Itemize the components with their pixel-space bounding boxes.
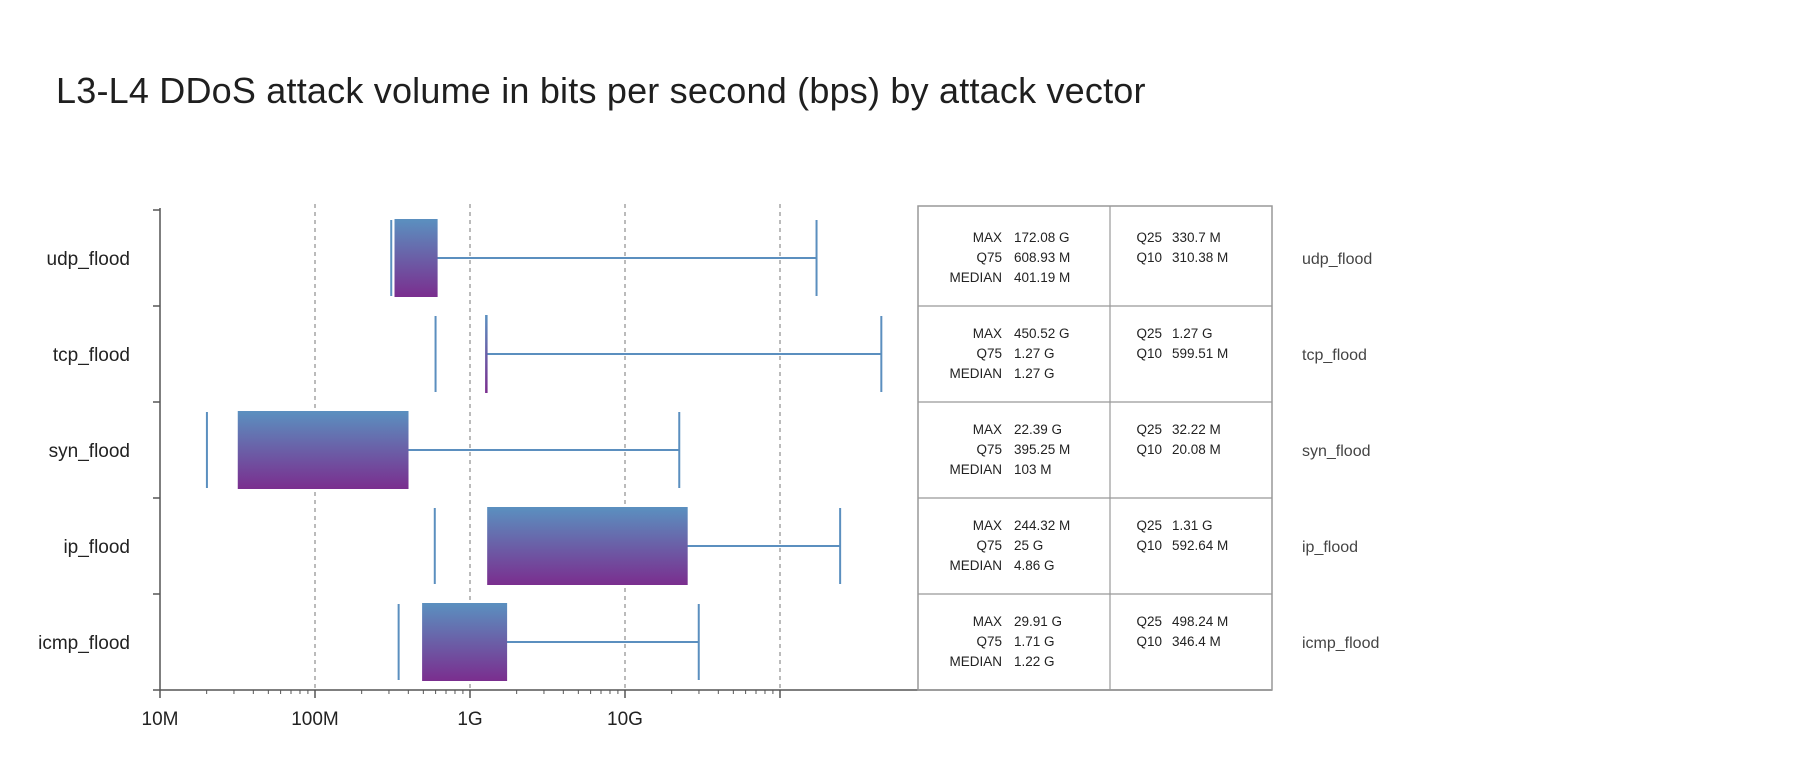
box-outline bbox=[422, 603, 508, 681]
x-tick-label: 10M bbox=[142, 709, 179, 730]
box-fill bbox=[488, 508, 687, 584]
stat-value-q10: 592.64 M bbox=[1172, 538, 1228, 553]
box-outline bbox=[394, 219, 438, 297]
stat-value-q25: 330.7 M bbox=[1172, 230, 1221, 245]
stats-table-border bbox=[917, 205, 1273, 691]
stat-value-max: 172.08 G bbox=[1014, 230, 1070, 245]
category-label-tcp-flood: tcp_flood bbox=[53, 345, 130, 366]
stat-value-q75: 395.25 M bbox=[1014, 442, 1070, 457]
box-outline bbox=[487, 507, 688, 585]
x-tick-label: 100M bbox=[291, 709, 339, 730]
stats-row-syn-flood: MAX 22.39 G Q75 395.25 M MEDIAN 103 M Q25 32.22… bbox=[949, 422, 1220, 477]
stats-row-icmp-flood: MAX 29.91 G Q75 1.71 G MEDIAN 1.22 G Q25 498.24… bbox=[949, 614, 1228, 669]
stat-key-q25: Q25 bbox=[1136, 230, 1162, 245]
stats-row-tcp-flood: MAX 450.52 G Q75 1.27 G MEDIAN 1.27 G Q25 1.27 … bbox=[949, 326, 1228, 381]
stats-table: MAX 172.08 G Q75 608.93 M MEDIAN 401.19 M Q25 3… bbox=[917, 205, 1273, 691]
stat-key-q75: Q75 bbox=[976, 634, 1002, 649]
category-label-syn-flood: syn_flood bbox=[49, 441, 130, 462]
stat-value-median: 4.86 G bbox=[1014, 558, 1055, 573]
stat-key-q10: Q10 bbox=[1136, 346, 1162, 361]
right-label-icmp-flood: icmp_flood bbox=[1302, 635, 1379, 652]
stat-value-q10: 346.4 M bbox=[1172, 634, 1221, 649]
stat-value-median: 401.19 M bbox=[1014, 270, 1070, 285]
stats-row-ip-flood: MAX 244.32 M Q75 25 G MEDIAN 4.86 G Q25 1.31 G Q… bbox=[949, 518, 1228, 573]
stat-key-max: MAX bbox=[973, 614, 1002, 629]
stat-key-median: MEDIAN bbox=[949, 270, 1002, 285]
box-ip-flood bbox=[433, 507, 842, 585]
stat-value-q75: 1.27 G bbox=[1014, 346, 1055, 361]
box-syn-flood bbox=[205, 411, 681, 489]
stat-key-q75: Q75 bbox=[976, 250, 1002, 265]
chart-title: L3-L4 DDoS attack volume in bits per sec… bbox=[56, 70, 1146, 111]
stat-key-median: MEDIAN bbox=[949, 366, 1002, 381]
stat-value-max: 22.39 G bbox=[1014, 422, 1062, 437]
box-udp-flood bbox=[390, 219, 818, 297]
stat-key-max: MAX bbox=[973, 422, 1002, 437]
box-fill bbox=[238, 412, 408, 488]
stats-row-udp-flood: MAX 172.08 G Q75 608.93 M MEDIAN 401.19 M Q25 3… bbox=[949, 230, 1228, 285]
category-label-icmp-flood: icmp_flood bbox=[38, 633, 130, 654]
stat-key-q25: Q25 bbox=[1136, 614, 1162, 629]
stat-key-q10: Q10 bbox=[1136, 250, 1162, 265]
stat-value-q10: 599.51 M bbox=[1172, 346, 1228, 361]
box-outline bbox=[237, 411, 409, 489]
stat-key-q10: Q10 bbox=[1136, 442, 1162, 457]
box-fill bbox=[395, 220, 437, 296]
stat-value-q25: 498.24 M bbox=[1172, 614, 1228, 629]
box-fill bbox=[423, 604, 507, 680]
stat-key-median: MEDIAN bbox=[949, 462, 1002, 477]
box-series bbox=[205, 219, 883, 681]
stat-key-max: MAX bbox=[973, 326, 1002, 341]
stat-value-q75: 608.93 M bbox=[1014, 250, 1070, 265]
stat-value-q25: 32.22 M bbox=[1172, 422, 1221, 437]
stat-value-q10: 20.08 M bbox=[1172, 442, 1221, 457]
stat-value-q75: 25 G bbox=[1014, 538, 1043, 553]
stat-key-q75: Q75 bbox=[976, 538, 1002, 553]
right-label-ip-flood: ip_flood bbox=[1302, 539, 1358, 556]
right-label-udp-flood: udp_flood bbox=[1302, 251, 1372, 268]
stat-key-q10: Q10 bbox=[1136, 538, 1162, 553]
stat-value-max: 29.91 G bbox=[1014, 614, 1062, 629]
category-label-udp-flood: udp_flood bbox=[47, 249, 130, 270]
box-icmp-flood bbox=[397, 603, 700, 681]
x-tick-label: 1G bbox=[457, 709, 482, 730]
stat-value-median: 103 M bbox=[1014, 462, 1052, 477]
right-labels: udp_flood tcp_flood syn_flood ip_flood icmp_… bbox=[1302, 251, 1379, 652]
stat-value-q10: 310.38 M bbox=[1172, 250, 1228, 265]
axes: 10M 100M 1G 10G udp_flood tcp_flood syn_floodi… bbox=[38, 208, 1272, 730]
stat-value-median: 1.27 G bbox=[1014, 366, 1055, 381]
stat-value-median: 1.22 G bbox=[1014, 654, 1055, 669]
stat-value-max: 244.32 M bbox=[1014, 518, 1070, 533]
right-label-tcp-flood: tcp_flood bbox=[1302, 347, 1367, 364]
stat-key-q25: Q25 bbox=[1136, 326, 1162, 341]
stat-key-median: MEDIAN bbox=[949, 654, 1002, 669]
stat-key-q25: Q25 bbox=[1136, 518, 1162, 533]
stat-value-q25: 1.31 G bbox=[1172, 518, 1213, 533]
stat-key-max: MAX bbox=[973, 518, 1002, 533]
right-label-syn-flood: syn_flood bbox=[1302, 443, 1371, 460]
stat-value-q25: 1.27 G bbox=[1172, 326, 1213, 341]
category-label-ip-flood: ip_flood bbox=[63, 537, 130, 558]
box-tcp-flood bbox=[434, 315, 883, 393]
stat-key-max: MAX bbox=[973, 230, 1002, 245]
stat-value-q75: 1.71 G bbox=[1014, 634, 1055, 649]
stat-key-q25: Q25 bbox=[1136, 422, 1162, 437]
stat-key-q75: Q75 bbox=[976, 346, 1002, 361]
x-tick-label: 10G bbox=[607, 709, 643, 730]
stat-key-q75: Q75 bbox=[976, 442, 1002, 457]
stat-key-median: MEDIAN bbox=[949, 558, 1002, 573]
stat-key-q10: Q10 bbox=[1136, 634, 1162, 649]
stat-value-max: 450.52 G bbox=[1014, 326, 1070, 341]
